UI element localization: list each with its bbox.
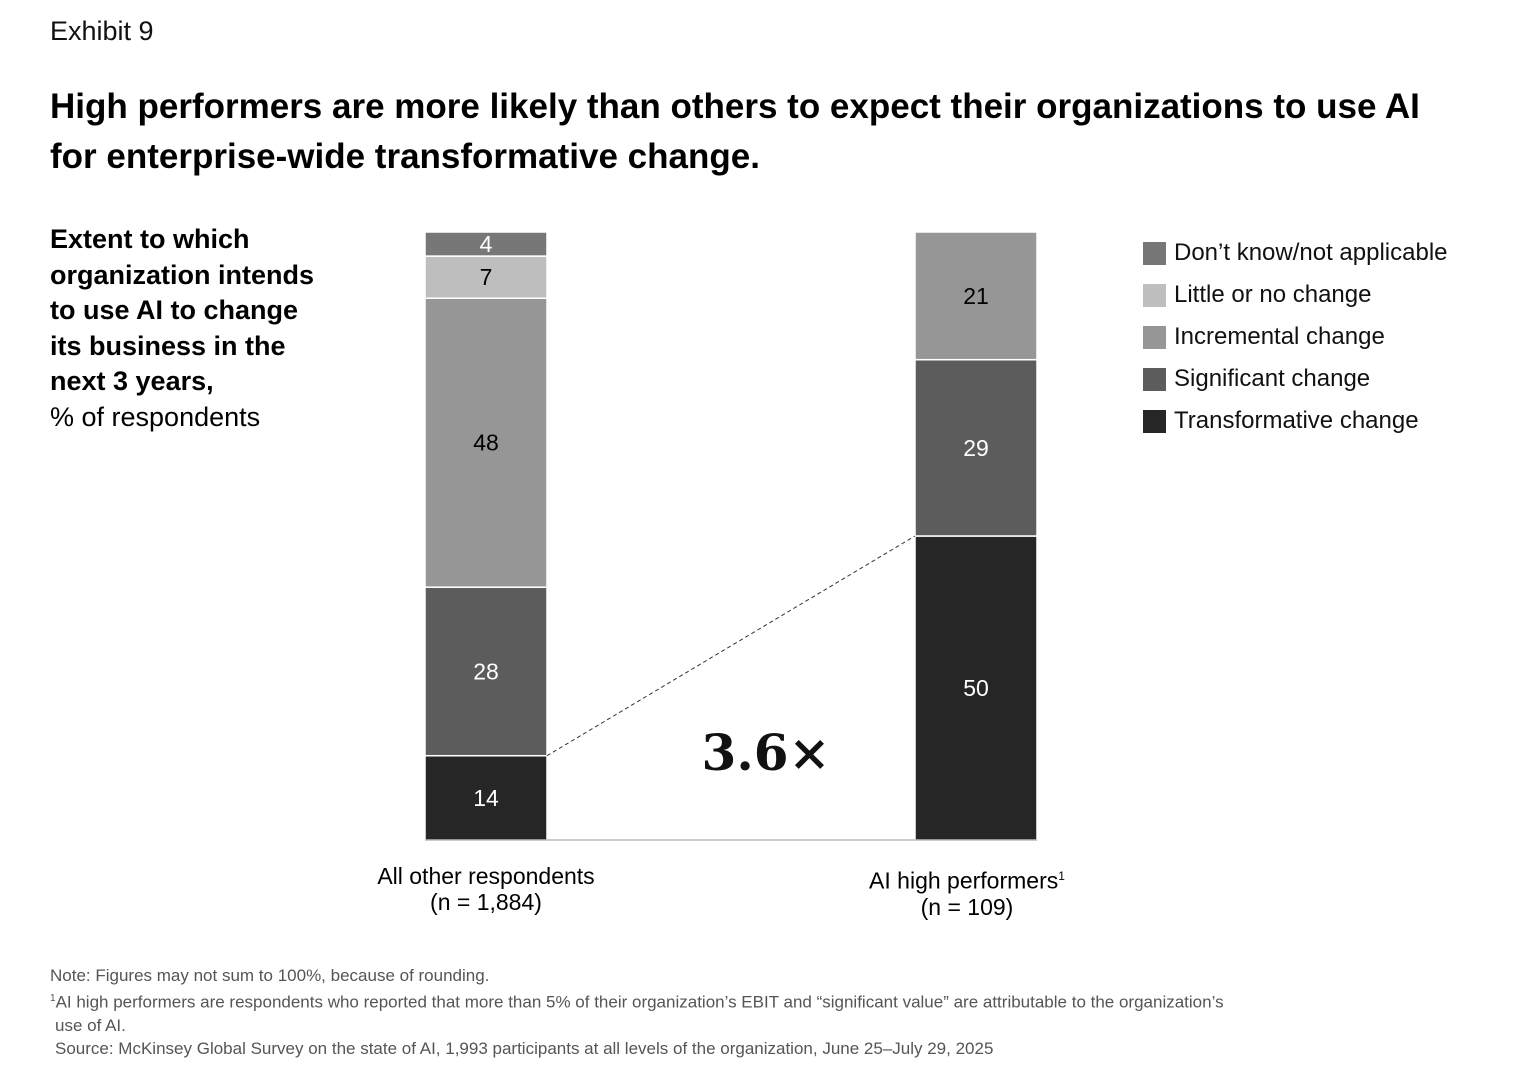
footnote-text-cont: use of AI. bbox=[55, 1015, 126, 1035]
source-text: Source: McKinsey Global Survey on the st… bbox=[55, 1038, 994, 1058]
legend-item: Little or no change bbox=[1143, 274, 1448, 316]
x-tick-label: All other respondents (n = 1,884) bbox=[316, 863, 656, 915]
notes: Note: Figures may not sum to 100%, becau… bbox=[50, 964, 1224, 1060]
data-label: 4 bbox=[480, 231, 493, 257]
legend-label: Incremental change bbox=[1174, 323, 1385, 350]
subtitle-line: its business in the bbox=[50, 330, 286, 361]
data-label: 7 bbox=[480, 264, 493, 290]
subtitle-line: Extent to which bbox=[50, 224, 250, 254]
bar-segment bbox=[914, 358, 1038, 537]
note-text: Note: Figures may not sum to 100%, becau… bbox=[50, 966, 490, 985]
bar-segment bbox=[914, 535, 1038, 841]
multiplier-annotation: 3.6× bbox=[702, 723, 831, 782]
bar-segment bbox=[424, 754, 548, 841]
x-tick-label: AI high performers1 (n = 109) bbox=[797, 863, 1137, 920]
category-n: (n = 1,884) bbox=[430, 889, 542, 915]
chart-subtitle: Extent to which organization intends to … bbox=[50, 222, 314, 435]
bar-segment bbox=[914, 231, 1038, 361]
footnote-mark: 1 bbox=[50, 993, 56, 1004]
category-label: AI high performers bbox=[869, 867, 1059, 894]
legend: Don’t know/not applicable Little or no ch… bbox=[1143, 232, 1448, 442]
bar-segment bbox=[424, 255, 548, 299]
legend-item: Transformative change bbox=[1143, 400, 1448, 442]
exhibit-number: Exhibit 9 bbox=[50, 16, 154, 46]
data-label: 28 bbox=[473, 658, 499, 684]
bar-segment bbox=[424, 297, 548, 588]
footnote-superscript: 1 bbox=[1058, 869, 1065, 883]
legend-swatch bbox=[1143, 241, 1166, 265]
comparison-dashed-line bbox=[546, 535, 916, 757]
data-label: 48 bbox=[473, 430, 499, 456]
legend-item: Don’t know/not applicable bbox=[1143, 232, 1448, 274]
legend-label: Significant change bbox=[1174, 365, 1371, 392]
legend-label: Don’t know/not applicable bbox=[1174, 239, 1448, 266]
legend-item: Significant change bbox=[1143, 358, 1448, 400]
legend-label: Transformative change bbox=[1174, 407, 1419, 434]
bar-segment bbox=[424, 231, 548, 257]
subtitle-line: to use AI to change bbox=[50, 295, 299, 325]
data-label: 21 bbox=[963, 283, 989, 309]
data-label: 14 bbox=[473, 785, 499, 811]
legend-swatch bbox=[1143, 409, 1166, 433]
data-label: 29 bbox=[963, 435, 989, 461]
chart-title: High performers are more likely than oth… bbox=[50, 87, 1420, 176]
legend-swatch bbox=[1143, 367, 1166, 391]
category-n: (n = 109) bbox=[920, 893, 1014, 920]
legend-item: Incremental change bbox=[1143, 316, 1448, 358]
legend-label: Little or no change bbox=[1174, 281, 1372, 308]
category-label: All other respondents bbox=[377, 863, 595, 889]
bar-segment bbox=[424, 586, 548, 757]
legend-swatch bbox=[1143, 325, 1166, 349]
subtitle-line: next 3 years, bbox=[50, 366, 214, 396]
legend-swatch bbox=[1143, 283, 1166, 307]
footnote-text: AI high performers are respondents who r… bbox=[55, 992, 1224, 1012]
subtitle-line: organization intends bbox=[50, 259, 315, 290]
subtitle-unit: % of respondents bbox=[50, 401, 261, 432]
data-label: 50 bbox=[963, 675, 989, 701]
